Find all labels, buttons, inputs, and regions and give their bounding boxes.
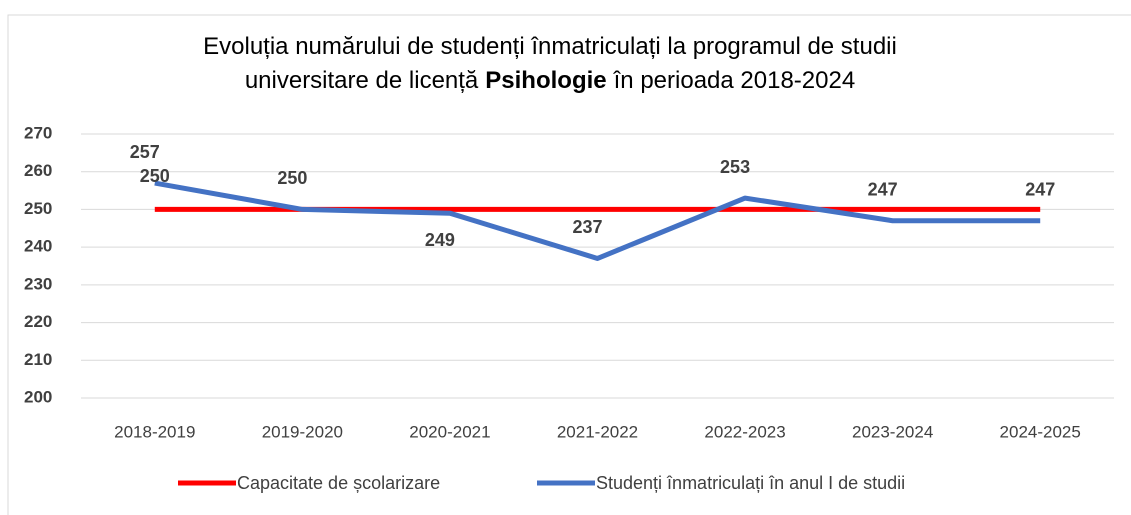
data-label: 250 (140, 166, 170, 186)
chart-title: Evoluția numărului de studenți înmatricu… (203, 33, 897, 60)
y-tick-label: 260 (24, 161, 52, 180)
data-label: 237 (572, 217, 602, 237)
y-tick-label: 250 (24, 199, 52, 218)
chart-frame (7, 14, 1131, 515)
x-tick-label: 2019-2020 (262, 422, 343, 441)
x-tick-label: 2018-2019 (114, 422, 195, 441)
data-label: 250 (277, 168, 307, 188)
x-tick-label: 2024-2025 (1000, 422, 1081, 441)
data-label: 253 (720, 157, 750, 177)
data-label: 247 (868, 179, 898, 199)
data-label: 257 (130, 142, 160, 162)
y-tick-label: 230 (24, 274, 52, 293)
title-part: Evoluția numărului de studenți înmatricu… (203, 33, 897, 60)
x-tick-label: 2022-2023 (704, 422, 785, 441)
data-label: 249 (425, 230, 455, 250)
x-tick-label: 2021-2022 (557, 422, 638, 441)
x-tick-label: 2023-2024 (852, 422, 933, 441)
y-tick-label: 200 (24, 387, 52, 406)
y-tick-label: 210 (24, 350, 52, 369)
chart-title: universitare de licență Psihologie în peri… (245, 67, 855, 94)
title-part: universitare de licență (245, 67, 479, 94)
x-tick-label: 2020-2021 (409, 422, 490, 441)
y-tick-label: 240 (24, 237, 52, 256)
y-tick-label: 270 (24, 123, 52, 142)
y-tick-label: 220 (24, 312, 52, 331)
legend-label: Capacitate de școlarizare (237, 473, 440, 493)
title-part: Psihologie (485, 67, 606, 94)
legend-label: Studenți înmatriculați în anul I de stud… (596, 473, 905, 493)
series-line (154, 180, 1041, 261)
data-label: 247 (1025, 179, 1055, 199)
title-part: în perioada 2018-2024 (613, 67, 856, 94)
